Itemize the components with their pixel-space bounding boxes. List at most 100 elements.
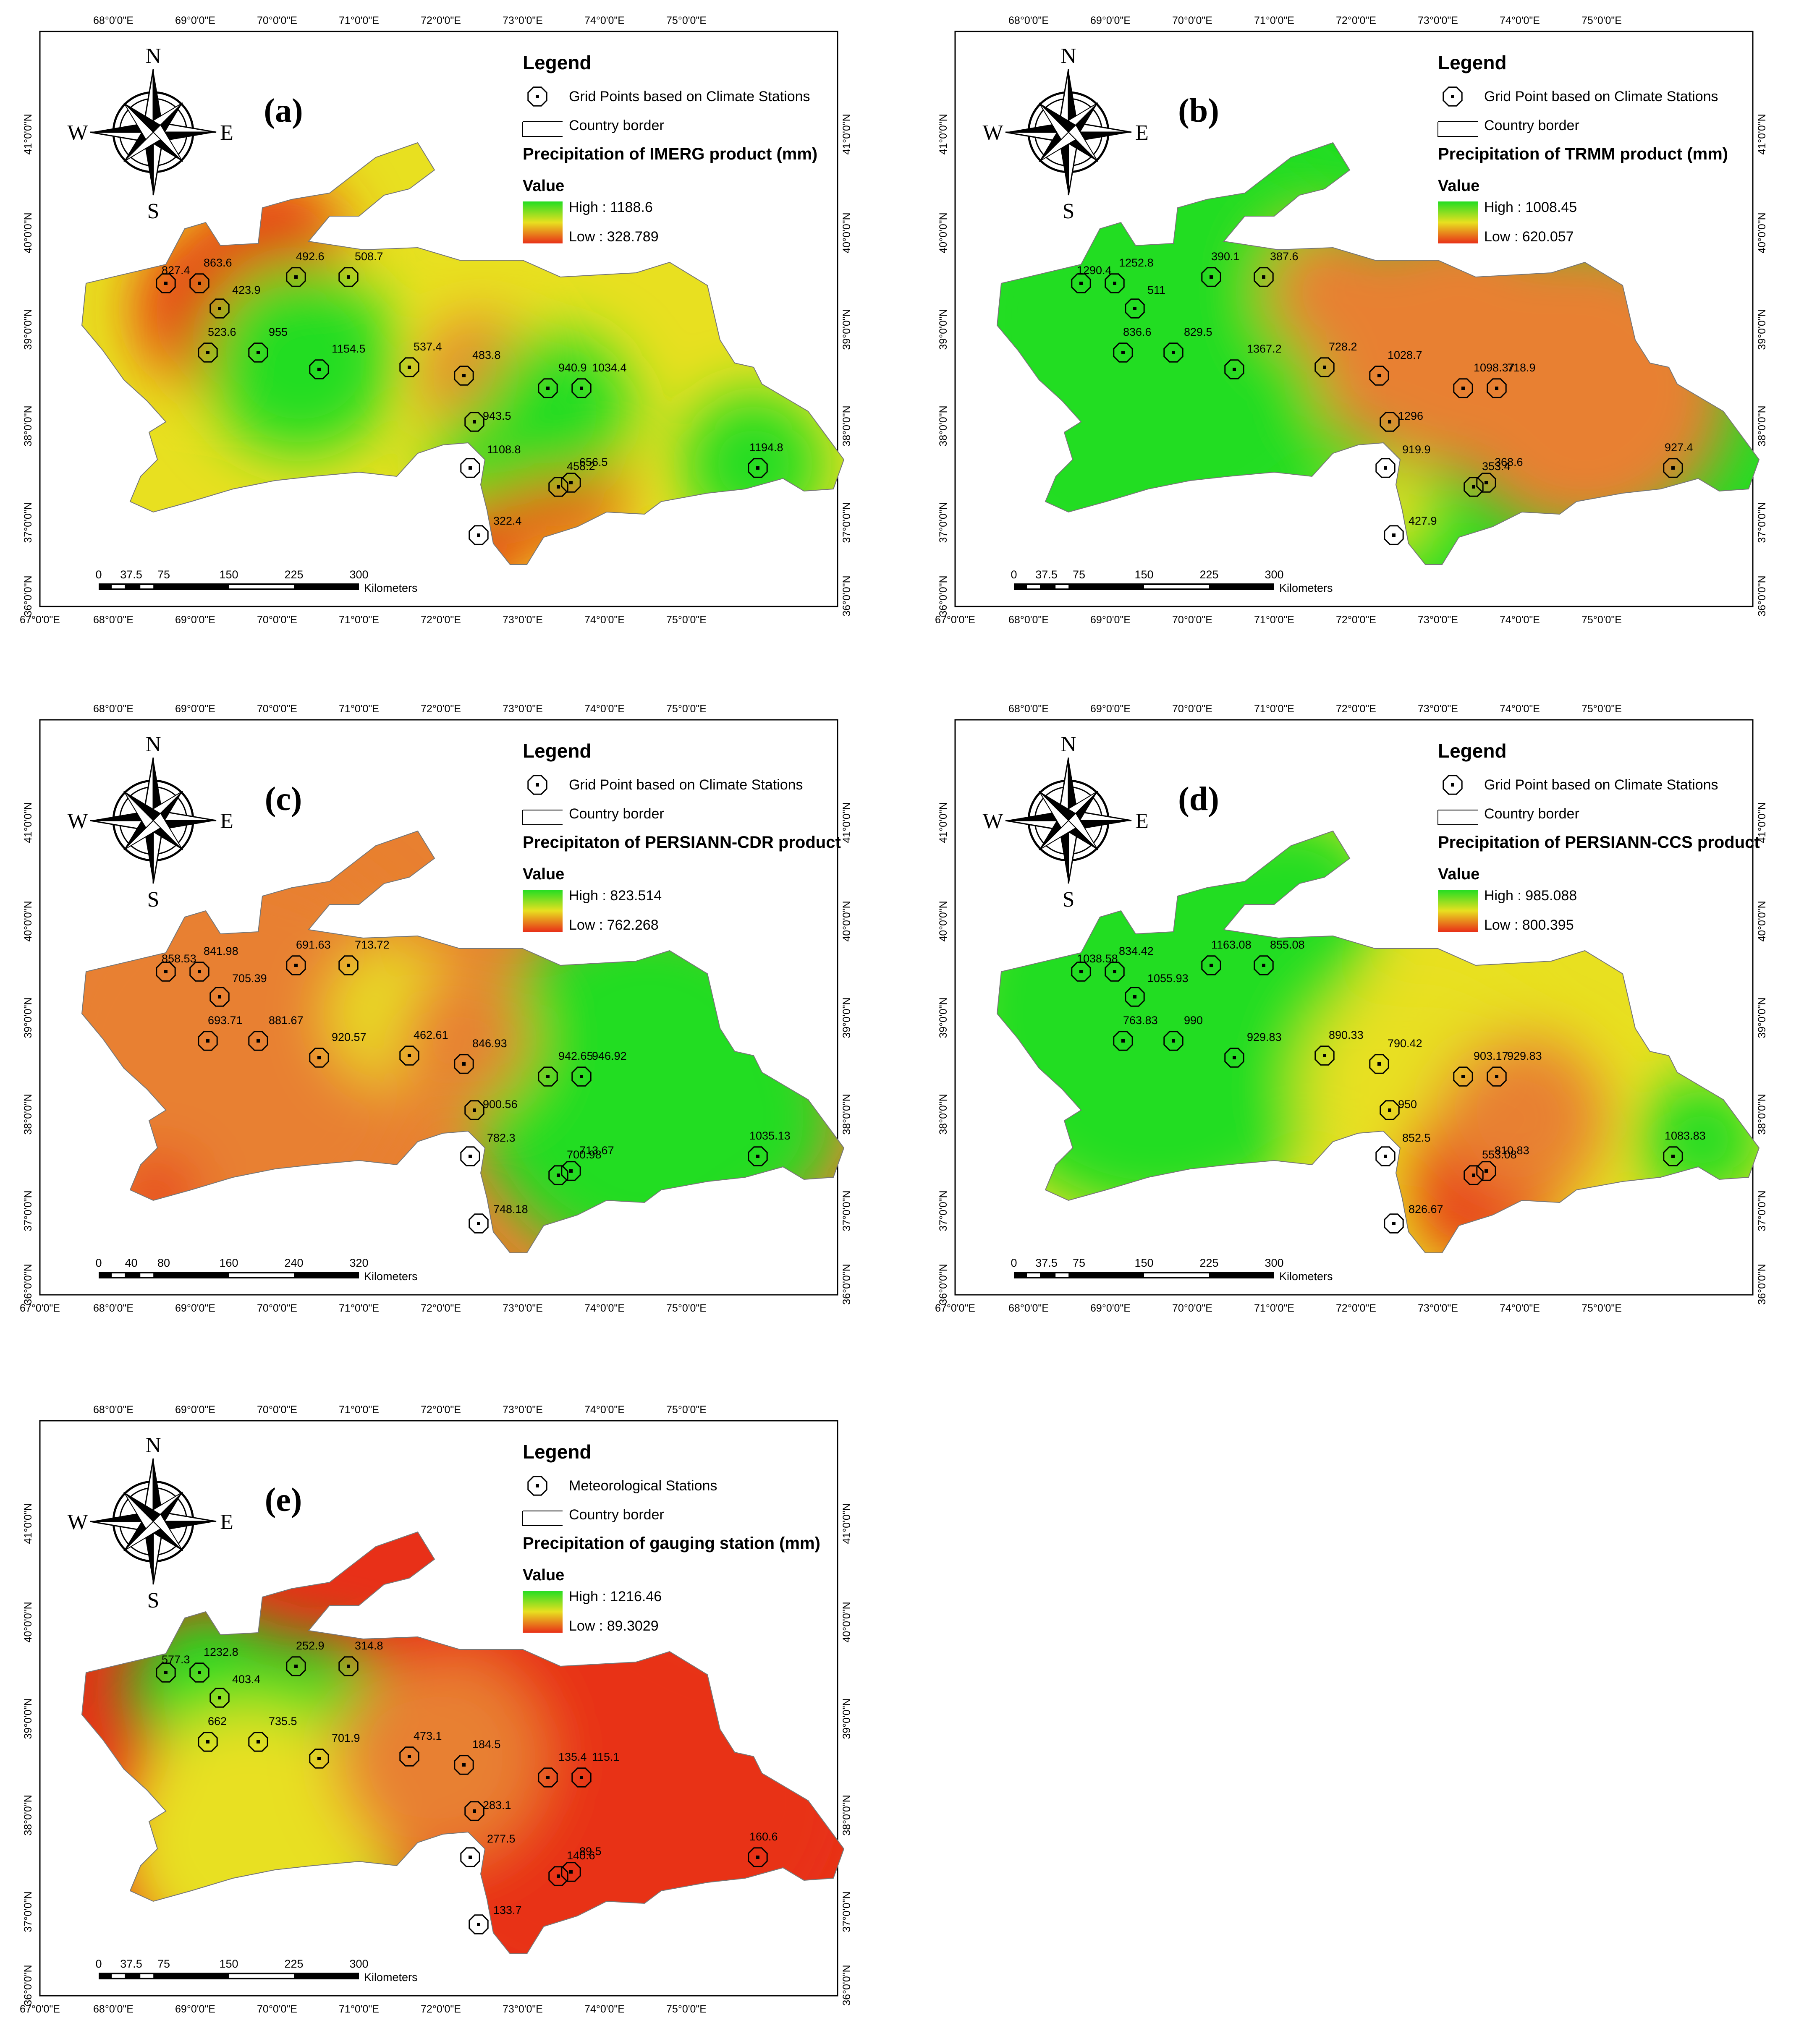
latitude-tick-right: 39°0'0"N	[841, 997, 853, 1038]
latitude-tick-right: 36°0'0"N	[841, 1965, 853, 2005]
station-dot	[756, 1856, 759, 1859]
station-value-label: 133.7	[493, 1904, 522, 1916]
longitude-tick-bottom: 72°0'0"E	[1336, 614, 1376, 626]
longitude-tick-bottom: 74°0'0"E	[1500, 614, 1540, 626]
legend-border-swatch	[522, 1511, 563, 1526]
latitude-tick-left: 37°0'0"N	[937, 1190, 949, 1231]
station-dot	[1079, 970, 1083, 973]
station-value-label: 946.92	[592, 1050, 627, 1062]
compass-diag-light	[123, 131, 162, 162]
compass-diag-dark	[124, 103, 161, 132]
longitude-tick-top: 69°0'0"E	[1090, 15, 1131, 26]
station-marker-icon	[538, 378, 558, 398]
map-panel-e: 68°0'0"E 69°0'0"E 70°0'0"E 71°0'0"E 72°0'0"E…	[20, 1404, 853, 2015]
surface-blob	[204, 262, 397, 455]
longitude-tick-bottom: 69°0'0"E	[1090, 1302, 1131, 1314]
station-value-label: 492.6	[296, 250, 325, 263]
station-marker-icon	[460, 1847, 480, 1867]
scale-tick-label: 160	[219, 1257, 238, 1269]
latitude-tick-left: 39°0'0"N	[22, 309, 34, 350]
longitude-tick-bottom: 70°0'0"E	[1172, 1302, 1212, 1314]
latitude-tick-right: 36°0'0"N	[841, 1264, 853, 1304]
latitude-tick-right: 37°0'0"N	[1756, 1190, 1768, 1231]
station-dot	[206, 1740, 209, 1743]
station-value-label: 1367.2	[1247, 342, 1282, 355]
station-value-label: 353.4	[1482, 460, 1511, 473]
station-marker-icon	[1224, 1048, 1244, 1068]
longitude-tick-bottom: 73°0'0"E	[1418, 1302, 1458, 1314]
station-dot	[1233, 1056, 1236, 1059]
station-value-label: 387.6	[1270, 250, 1299, 263]
scale-tick-label: 225	[1199, 1257, 1218, 1269]
station-dot	[1671, 1155, 1675, 1158]
station-value-label: 473.1	[414, 1730, 442, 1742]
latitude-tick-left: 41°0'0"N	[22, 802, 34, 843]
longitude-tick-bottom: 70°0'0"E	[257, 1302, 297, 1314]
station-dot	[469, 466, 472, 470]
compass-diag-light	[123, 1521, 162, 1551]
station-value-label: 458.2	[567, 460, 595, 473]
station-dot	[473, 1108, 476, 1112]
station-marker-icon	[1105, 273, 1125, 293]
station-value-label: 537.4	[414, 340, 442, 353]
scale-tick-label: 75	[1073, 1257, 1085, 1269]
station-marker-icon	[1125, 298, 1145, 319]
longitude-tick-top: 75°0'0"E	[1581, 15, 1622, 26]
station-dot	[294, 275, 298, 279]
latitude-tick-left: 37°0'0"N	[22, 1891, 34, 1932]
station-value-label: 852.5	[1402, 1132, 1431, 1144]
station-dot	[1262, 275, 1265, 279]
station-dot	[546, 1075, 550, 1078]
legend-value-heading: Value	[523, 177, 564, 195]
legend-border-label: Country border	[569, 118, 664, 133]
station-dot	[1384, 1155, 1387, 1158]
station-dot	[462, 1763, 466, 1767]
station-marker-icon	[209, 987, 230, 1007]
station-dot	[1485, 1169, 1488, 1173]
station-dot	[1485, 481, 1488, 484]
longitude-tick-top: 69°0'0"E	[1090, 703, 1131, 715]
scale-bar-gap	[1055, 1273, 1069, 1277]
latitude-tick-left: 38°0'0"N	[937, 1094, 949, 1134]
station-dot	[206, 1039, 209, 1043]
latitude-tick-left: 38°0'0"N	[22, 405, 34, 446]
compass-west-label: W	[67, 1510, 88, 1534]
station-dot	[477, 533, 480, 537]
station-marker-icon	[469, 1213, 489, 1234]
station-value-label: 1028.7	[1388, 349, 1422, 361]
station-dot	[557, 1174, 560, 1177]
station-dot	[317, 1056, 321, 1059]
station-dot	[1384, 466, 1387, 470]
station-marker-icon	[454, 1755, 474, 1775]
latitude-tick-right: 37°0'0"N	[841, 1190, 853, 1231]
longitude-tick-top: 74°0'0"E	[584, 1404, 625, 1416]
station-value-label: 790.42	[1388, 1037, 1422, 1050]
longitude-tick-bottom: 67°0'0"E	[20, 2003, 60, 2015]
scale-unit-label: Kilometers	[364, 1270, 418, 1283]
longitude-tick-bottom: 68°0'0"E	[93, 1302, 134, 1314]
station-marker-icon	[338, 955, 359, 975]
panel-label: (b)	[1178, 92, 1219, 129]
station-value-label: 836.6	[1123, 326, 1152, 338]
station-value-label: 1034.4	[592, 361, 627, 374]
station-dot	[1388, 420, 1391, 423]
compass-south-label: S	[147, 888, 160, 912]
station-marker-icon	[469, 525, 489, 545]
station-marker-icon	[248, 1732, 268, 1752]
scale-tick-label: 240	[284, 1257, 303, 1269]
legend-value-heading: Value	[523, 865, 564, 883]
station-marker-icon	[309, 1749, 329, 1769]
scale-bar-gap	[1144, 1273, 1209, 1277]
station-dot	[1377, 1062, 1381, 1066]
scale-tick-label: 300	[349, 1958, 368, 1970]
scale-tick-label: 150	[1134, 568, 1153, 581]
longitude-tick-bottom: 73°0'0"E	[503, 2003, 543, 2015]
station-value-label: 846.93	[472, 1037, 507, 1050]
station-marker-icon	[189, 962, 209, 982]
station-marker-icon	[548, 1866, 568, 1886]
map-panel-d: 68°0'0"E 69°0'0"E 70°0'0"E 71°0'0"E 72°0'0"E…	[935, 703, 1768, 1314]
latitude-tick-right: 36°0'0"N	[841, 575, 853, 616]
station-marker-icon	[464, 1100, 484, 1120]
legend-value-heading: Value	[523, 1566, 564, 1584]
station-value-label: 462.61	[414, 1029, 448, 1041]
